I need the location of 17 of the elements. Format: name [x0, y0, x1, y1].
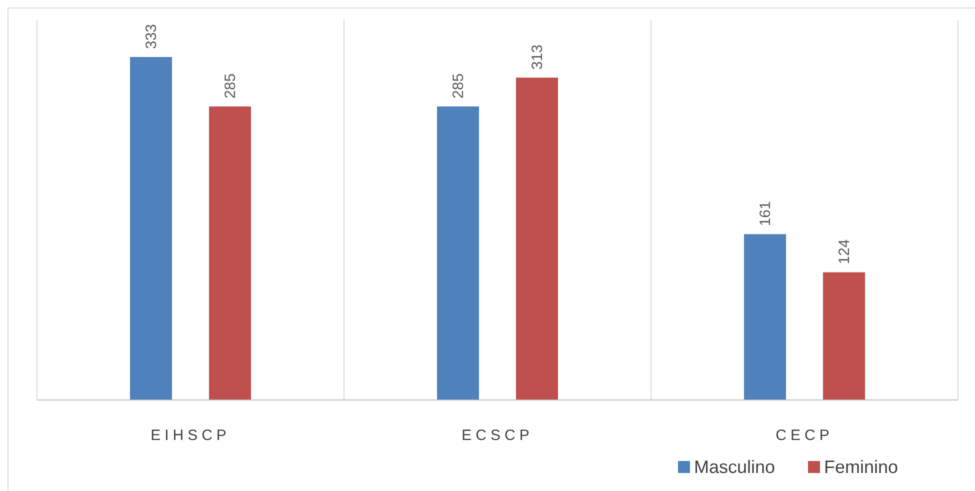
- bar: [437, 106, 479, 400]
- bar: [744, 234, 786, 400]
- x-tick-label: CECP: [776, 427, 834, 444]
- data-label: 161: [757, 201, 774, 226]
- data-label: 285: [222, 73, 239, 98]
- data-label: 333: [143, 24, 160, 49]
- data-label: 124: [836, 239, 853, 264]
- bar: [130, 57, 172, 400]
- legend-label: Masculino: [694, 457, 776, 477]
- bar: [823, 272, 865, 400]
- x-tick-label: ECSCP: [462, 427, 534, 444]
- bar: [209, 106, 251, 400]
- data-label: 285: [450, 73, 467, 98]
- legend-label: Feminino: [824, 457, 898, 477]
- bar: [516, 78, 558, 400]
- x-tick-label: EIHSCP: [150, 427, 230, 444]
- data-label: 313: [529, 44, 546, 70]
